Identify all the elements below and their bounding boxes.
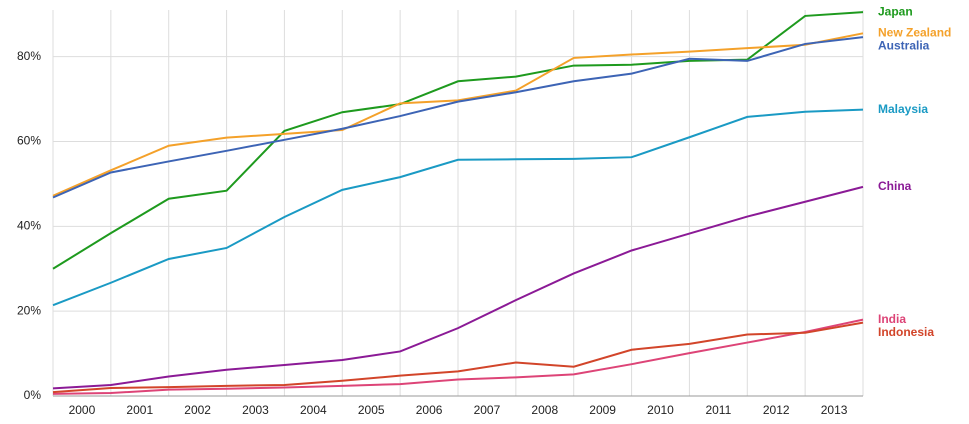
legend-label: Indonesia: [878, 325, 934, 339]
x-tick-label: 2005: [358, 403, 385, 417]
legend-label: Malaysia: [878, 102, 928, 116]
x-tick-label: 2002: [184, 403, 211, 417]
x-tick-label: 2012: [763, 403, 790, 417]
x-tick-label: 2000: [69, 403, 96, 417]
x-tick-label: 2004: [300, 403, 327, 417]
legend-label: India: [878, 312, 906, 326]
line-series: [52, 321, 864, 394]
legend-label: China: [878, 179, 912, 193]
legend-label: Australia: [878, 39, 930, 53]
x-tick-label: 2008: [531, 403, 558, 417]
line-series: [52, 185, 864, 390]
x-tick-label: 2006: [416, 403, 443, 417]
line-series: [52, 32, 864, 197]
y-tick-label: 80%: [17, 49, 41, 63]
y-tick-label: 40%: [17, 219, 41, 233]
x-tick-label: 2007: [474, 403, 501, 417]
legend-label: New Zealand: [878, 26, 951, 40]
line-series: [52, 108, 864, 307]
y-tick-label: 0%: [24, 388, 42, 402]
legend-label: Japan: [878, 4, 913, 18]
y-tick-label: 20%: [17, 303, 41, 317]
line-series: [52, 36, 864, 199]
x-tick-label: 2003: [242, 403, 269, 417]
x-tick-label: 2011: [705, 403, 731, 417]
x-tick-label: 2001: [126, 403, 153, 417]
x-tick-label: 2009: [589, 403, 616, 417]
x-tick-label: 2013: [821, 403, 848, 417]
line-series: [52, 318, 864, 395]
x-tick-label: 2010: [647, 403, 674, 417]
y-tick-label: 60%: [17, 134, 41, 148]
